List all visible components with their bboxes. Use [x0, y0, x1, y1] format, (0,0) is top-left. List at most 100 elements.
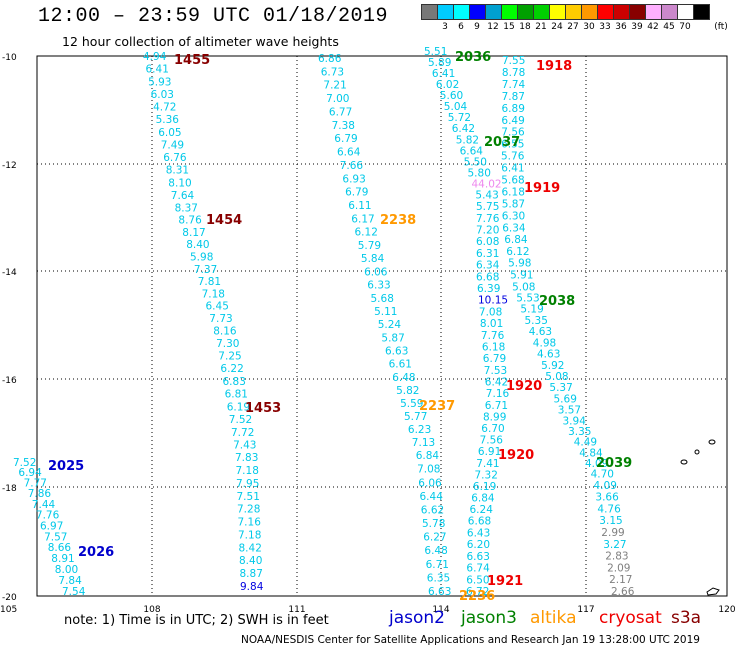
wave-height-value: 7.18	[236, 465, 259, 477]
wave-height-value: 6.84	[504, 234, 528, 246]
wave-height-value: 7.76	[476, 213, 500, 225]
wave-height-value: 6.18	[502, 187, 525, 199]
legend-satellite-jason2: jason2	[389, 608, 445, 628]
wave-height-value: 6.27	[423, 532, 446, 544]
wave-height-value: 10.15	[478, 295, 508, 307]
color-scale-label: 3	[442, 22, 448, 32]
wave-height-value: 4.63	[529, 326, 552, 338]
wave-height-value: 7.28	[237, 504, 260, 516]
wave-height-value: 7.08	[417, 464, 440, 476]
color-scale-label: 12	[487, 22, 499, 32]
wave-height-value: 8.40	[239, 555, 262, 567]
wave-height-value: 7.51	[237, 491, 260, 503]
wave-height-value: 7.49	[161, 140, 184, 152]
wave-height-value: 6.41	[432, 68, 455, 80]
wave-height-value: 5.24	[378, 319, 402, 331]
wave-height-value: 6.35	[427, 572, 450, 584]
wave-height-value: 5.89	[428, 57, 451, 69]
wave-height-value: 6.63	[385, 345, 408, 357]
color-scale-label: 70	[679, 22, 691, 32]
wave-height-value: 6.11	[348, 200, 371, 212]
wave-height-value: 8.40	[186, 239, 209, 251]
wave-height-value: 7.74	[502, 79, 526, 91]
wave-height-value: 6.91	[478, 446, 501, 458]
wave-height-value: 4.70	[591, 468, 614, 480]
pass-time-label: 1454	[206, 213, 242, 228]
pass-time-label: 2025	[48, 459, 84, 474]
island-shape	[694, 449, 700, 455]
wave-height-value: 7.77	[24, 478, 47, 490]
altimeter-track: 5.515.896.416.025.605.045.726.425.826.64…	[424, 46, 509, 598]
wave-height-value: 5.80	[468, 167, 491, 179]
wave-height-value: 6.12	[506, 246, 529, 258]
wave-height-value: 5.43	[475, 189, 498, 201]
color-scale-label: 39	[631, 22, 643, 32]
wave-height-value: 4.94	[143, 51, 167, 63]
wave-height-value: 5.04	[444, 101, 468, 113]
wave-height-value: 5.82	[456, 134, 479, 146]
map-subtitle: 12 hour collection of altimeter wave hei…	[62, 34, 339, 49]
island-shape	[706, 587, 720, 596]
wave-height-value: 7.64	[171, 190, 195, 202]
pass-time-label: 1920	[506, 379, 542, 394]
wave-height-value: 7.25	[218, 351, 241, 363]
wave-height-value: 7.57	[44, 531, 67, 543]
wave-height-value: 7.56	[501, 127, 525, 139]
pass-time-label: 1453	[245, 401, 281, 416]
wave-height-value: 7.00	[326, 93, 349, 105]
wave-height-value: 6.39	[477, 283, 500, 295]
wave-height-value: 6.41	[501, 163, 524, 175]
wave-height-value: 6.18	[482, 341, 505, 353]
color-scale-label: 45	[663, 22, 675, 32]
lon-tick-label: 117	[577, 605, 594, 615]
island-shape	[708, 439, 716, 445]
wave-height-value: 6.24	[470, 504, 494, 516]
wave-height-value: 8.87	[240, 568, 263, 580]
wave-height-value: 7.55	[502, 55, 525, 67]
wave-height-value: 2.83	[605, 551, 628, 563]
pass-time-label: 2238	[380, 213, 416, 228]
wave-height-value: 6.81	[225, 389, 248, 401]
color-scale-label: 15	[503, 22, 515, 32]
lon-tick-label: 120	[718, 605, 735, 615]
wave-height-value: 5.98	[190, 252, 213, 264]
pass-time-label: 1919	[524, 181, 560, 196]
wave-height-value: 6.44	[420, 491, 444, 503]
wave-height-value: 8.99	[483, 411, 506, 423]
wave-height-value: 6.23	[408, 424, 431, 436]
wave-height-value: 6.34	[502, 222, 526, 234]
color-scale-label: 27	[567, 22, 579, 32]
lat-tick-label: -12	[2, 161, 17, 171]
wave-height-value: 6.42	[485, 377, 508, 389]
wave-height-value: 6.63	[467, 551, 490, 563]
wave-height-value: 7.95	[236, 478, 259, 490]
wave-height-value: 6.03	[151, 89, 174, 101]
wave-height-value: 5.76	[501, 151, 525, 163]
lon-tick-label: 105	[0, 605, 17, 615]
wave-height-value: 6.61	[389, 359, 412, 371]
wave-height-value: 3.94	[563, 416, 587, 428]
wave-height-value: 6.02	[436, 79, 459, 91]
altimeter-track: 4.946.415.936.034.725.366.057.496.768.31…	[143, 51, 264, 593]
color-scale-labels: 3 6 9 12 15 18 21 24 27 30 33 36 39 42 45 70 (ft)	[421, 22, 729, 36]
wave-height-value: 7.16	[486, 388, 510, 400]
wave-height-value: 8.37	[175, 202, 198, 214]
wave-height-value: 6.49	[501, 115, 524, 127]
wave-height-value: 5.78	[422, 518, 445, 530]
wave-height-value: 6.17	[351, 213, 374, 225]
wave-height-value: 6.84	[471, 493, 495, 505]
wave-height-value: 7.16	[238, 517, 262, 529]
wave-height-value: 6.68	[468, 516, 491, 528]
wave-height-value: 6.72	[466, 586, 489, 598]
wave-height-value: 6.42	[452, 123, 475, 135]
wave-height-value: 7.13	[412, 437, 435, 449]
wave-height-value: 4.98	[533, 337, 556, 349]
wave-height-value: 7.18	[238, 530, 261, 542]
pass-time-label: 1918	[536, 59, 572, 74]
pass-time-label: 2039	[596, 456, 632, 471]
wave-height-value: 2.99	[601, 527, 624, 539]
pass-time-label: 2038	[539, 294, 575, 309]
pass-time-label: 1920	[498, 448, 534, 463]
wave-height-value: 3.27	[603, 539, 626, 551]
wave-height-value: 2.66	[611, 586, 635, 598]
